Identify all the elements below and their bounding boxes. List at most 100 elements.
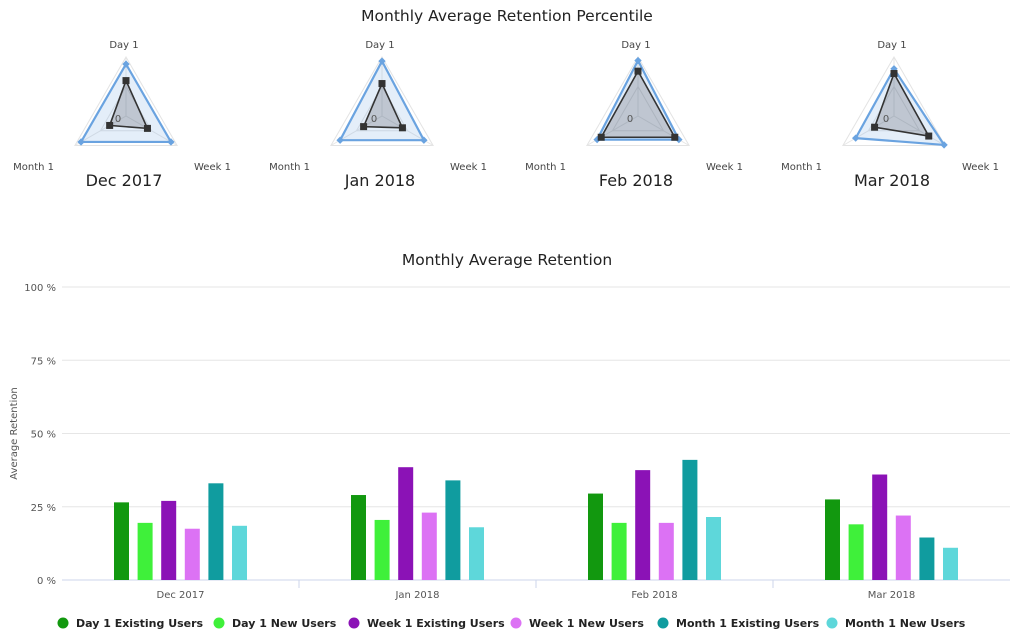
radar-outer-point[interactable] bbox=[852, 134, 860, 142]
radar-inner-point[interactable] bbox=[871, 123, 879, 131]
radar-inner-point[interactable] bbox=[634, 67, 642, 75]
bar-5-0[interactable] bbox=[232, 525, 247, 580]
radar-outer-point[interactable] bbox=[122, 60, 130, 68]
radar-inner-point[interactable] bbox=[106, 121, 114, 129]
radar-axis-label-day1: Day 1 bbox=[621, 40, 650, 51]
bar-1-3[interactable] bbox=[848, 524, 864, 580]
bar-1-2[interactable] bbox=[611, 522, 627, 580]
radar-spoke bbox=[125, 115, 178, 146]
radar-inner-point[interactable] bbox=[398, 124, 406, 132]
radar-inner-point[interactable] bbox=[597, 133, 605, 141]
legend-item-1[interactable]: Day 1 New Users bbox=[213, 617, 337, 630]
y-tick-label: 25 % bbox=[31, 503, 56, 514]
radar-outer-series bbox=[79, 61, 173, 144]
bar-0-0[interactable] bbox=[114, 502, 129, 580]
bar-4-2[interactable] bbox=[682, 459, 698, 580]
radar-inner-point[interactable] bbox=[378, 80, 386, 88]
radar-outer-point[interactable] bbox=[940, 141, 948, 149]
radar-center-label: 0 bbox=[627, 114, 633, 125]
radar-inner-point[interactable] bbox=[925, 132, 933, 140]
bar-chart-title: Monthly Average Retention bbox=[402, 251, 612, 269]
radar-axis-label-week1: Week 1 bbox=[194, 162, 231, 173]
radar-axis-label-week1: Week 1 bbox=[450, 162, 487, 173]
radar-axis-label-month1: Month 1 bbox=[269, 162, 310, 173]
legend-label: Day 1 New Users bbox=[232, 617, 337, 630]
bar-4-0[interactable] bbox=[208, 483, 224, 580]
bar-3-2[interactable] bbox=[658, 522, 674, 580]
radar-inner-point[interactable] bbox=[890, 70, 898, 78]
y-tick-label: 50 % bbox=[31, 430, 56, 441]
legend-item-3[interactable]: Week 1 New Users bbox=[510, 617, 645, 630]
bar-2-1[interactable] bbox=[398, 467, 414, 580]
bar-0-3[interactable] bbox=[825, 499, 840, 580]
bar-5-1[interactable] bbox=[469, 527, 484, 580]
bar-1-1[interactable] bbox=[374, 519, 390, 580]
radar-chart-1: 0 Day 1 Week 1 Month 1 Jan 2018 bbox=[269, 40, 487, 190]
radar-axis-label-week1: Week 1 bbox=[962, 162, 999, 173]
radar-chart-0: 0 Day 1 Week 1 Month 1 Dec 2017 bbox=[13, 40, 231, 190]
radar-spoke bbox=[74, 115, 127, 146]
radar-inner-point[interactable] bbox=[360, 123, 368, 131]
bar-4-1[interactable] bbox=[445, 480, 461, 580]
legend-swatch bbox=[348, 617, 360, 629]
legend-swatch bbox=[57, 617, 69, 629]
legend-item-4[interactable]: Month 1 Existing Users bbox=[657, 617, 820, 630]
radar-grid-ring-0 bbox=[611, 85, 665, 132]
radar-grid-ring-0 bbox=[355, 85, 409, 132]
radar-inner-series bbox=[873, 71, 931, 138]
radar-axis-label-day1: Day 1 bbox=[109, 40, 138, 51]
legend-item-5[interactable]: Month 1 New Users bbox=[826, 617, 966, 630]
radar-spoke bbox=[893, 115, 946, 146]
bar-2-2[interactable] bbox=[635, 470, 651, 580]
radar-charts-group: 0 Day 1 Week 1 Month 1 Dec 2017 0 Day 1 Week 1 M… bbox=[13, 40, 999, 190]
radar-outer-point[interactable] bbox=[77, 138, 85, 146]
legend-label: Day 1 Existing Users bbox=[76, 617, 204, 630]
y-tick-label: 100 % bbox=[24, 283, 56, 294]
radar-inner-point[interactable] bbox=[671, 133, 679, 141]
radar-chart-title: Mar 2018 bbox=[854, 171, 930, 190]
radar-outer-point[interactable] bbox=[634, 56, 642, 65]
legend-swatch bbox=[510, 617, 522, 629]
legend-item-2[interactable]: Week 1 Existing Users bbox=[348, 617, 506, 630]
radar-chart-title: Feb 2018 bbox=[599, 171, 673, 190]
radar-inner-series bbox=[108, 78, 149, 130]
radar-center-label: 0 bbox=[371, 114, 377, 125]
radar-outer-point[interactable] bbox=[336, 136, 344, 144]
radar-axis-label-month1: Month 1 bbox=[781, 162, 822, 173]
radar-center-label: 0 bbox=[883, 114, 889, 125]
legend-label: Week 1 New Users bbox=[529, 617, 644, 630]
radar-outer-series bbox=[595, 58, 681, 141]
bar-3-1[interactable] bbox=[421, 512, 437, 580]
x-tick-label: Mar 2018 bbox=[868, 590, 916, 601]
bar-4-3[interactable] bbox=[919, 537, 935, 580]
legend-swatch bbox=[657, 617, 669, 629]
radar-inner-point[interactable] bbox=[143, 124, 151, 132]
bar-5-2[interactable] bbox=[706, 517, 721, 580]
legend-item-0[interactable]: Day 1 Existing Users bbox=[57, 617, 204, 630]
bar-2-0[interactable] bbox=[161, 500, 177, 580]
x-tick-label: Jan 2018 bbox=[394, 590, 439, 601]
legend-swatch bbox=[213, 617, 225, 629]
radar-spoke bbox=[842, 115, 895, 146]
bar-3-3[interactable] bbox=[895, 515, 911, 580]
radar-inner-point[interactable] bbox=[122, 77, 130, 85]
radar-outer-series bbox=[338, 58, 426, 142]
bar-0-1[interactable] bbox=[351, 495, 366, 580]
radar-axis-label-week1: Week 1 bbox=[706, 162, 743, 173]
bar-5-3[interactable] bbox=[943, 547, 958, 580]
radar-axis-label-month1: Month 1 bbox=[525, 162, 566, 173]
y-tick-label: 75 % bbox=[31, 356, 56, 367]
legend-label: Month 1 Existing Users bbox=[676, 617, 820, 630]
bar-1-0[interactable] bbox=[137, 522, 153, 580]
bar-3-0[interactable] bbox=[184, 528, 200, 580]
radar-grid-ring-1 bbox=[330, 55, 434, 146]
bar-2-3[interactable] bbox=[872, 474, 888, 580]
radar-outer-point[interactable] bbox=[420, 136, 428, 144]
legend-label: Month 1 New Users bbox=[845, 617, 966, 630]
radar-outer-point[interactable] bbox=[378, 57, 386, 65]
radar-axis-label-month1: Month 1 bbox=[13, 162, 54, 173]
bar-chart-legend: Day 1 Existing Users Day 1 New Users Week … bbox=[57, 617, 966, 630]
bar-0-2[interactable] bbox=[588, 493, 603, 580]
